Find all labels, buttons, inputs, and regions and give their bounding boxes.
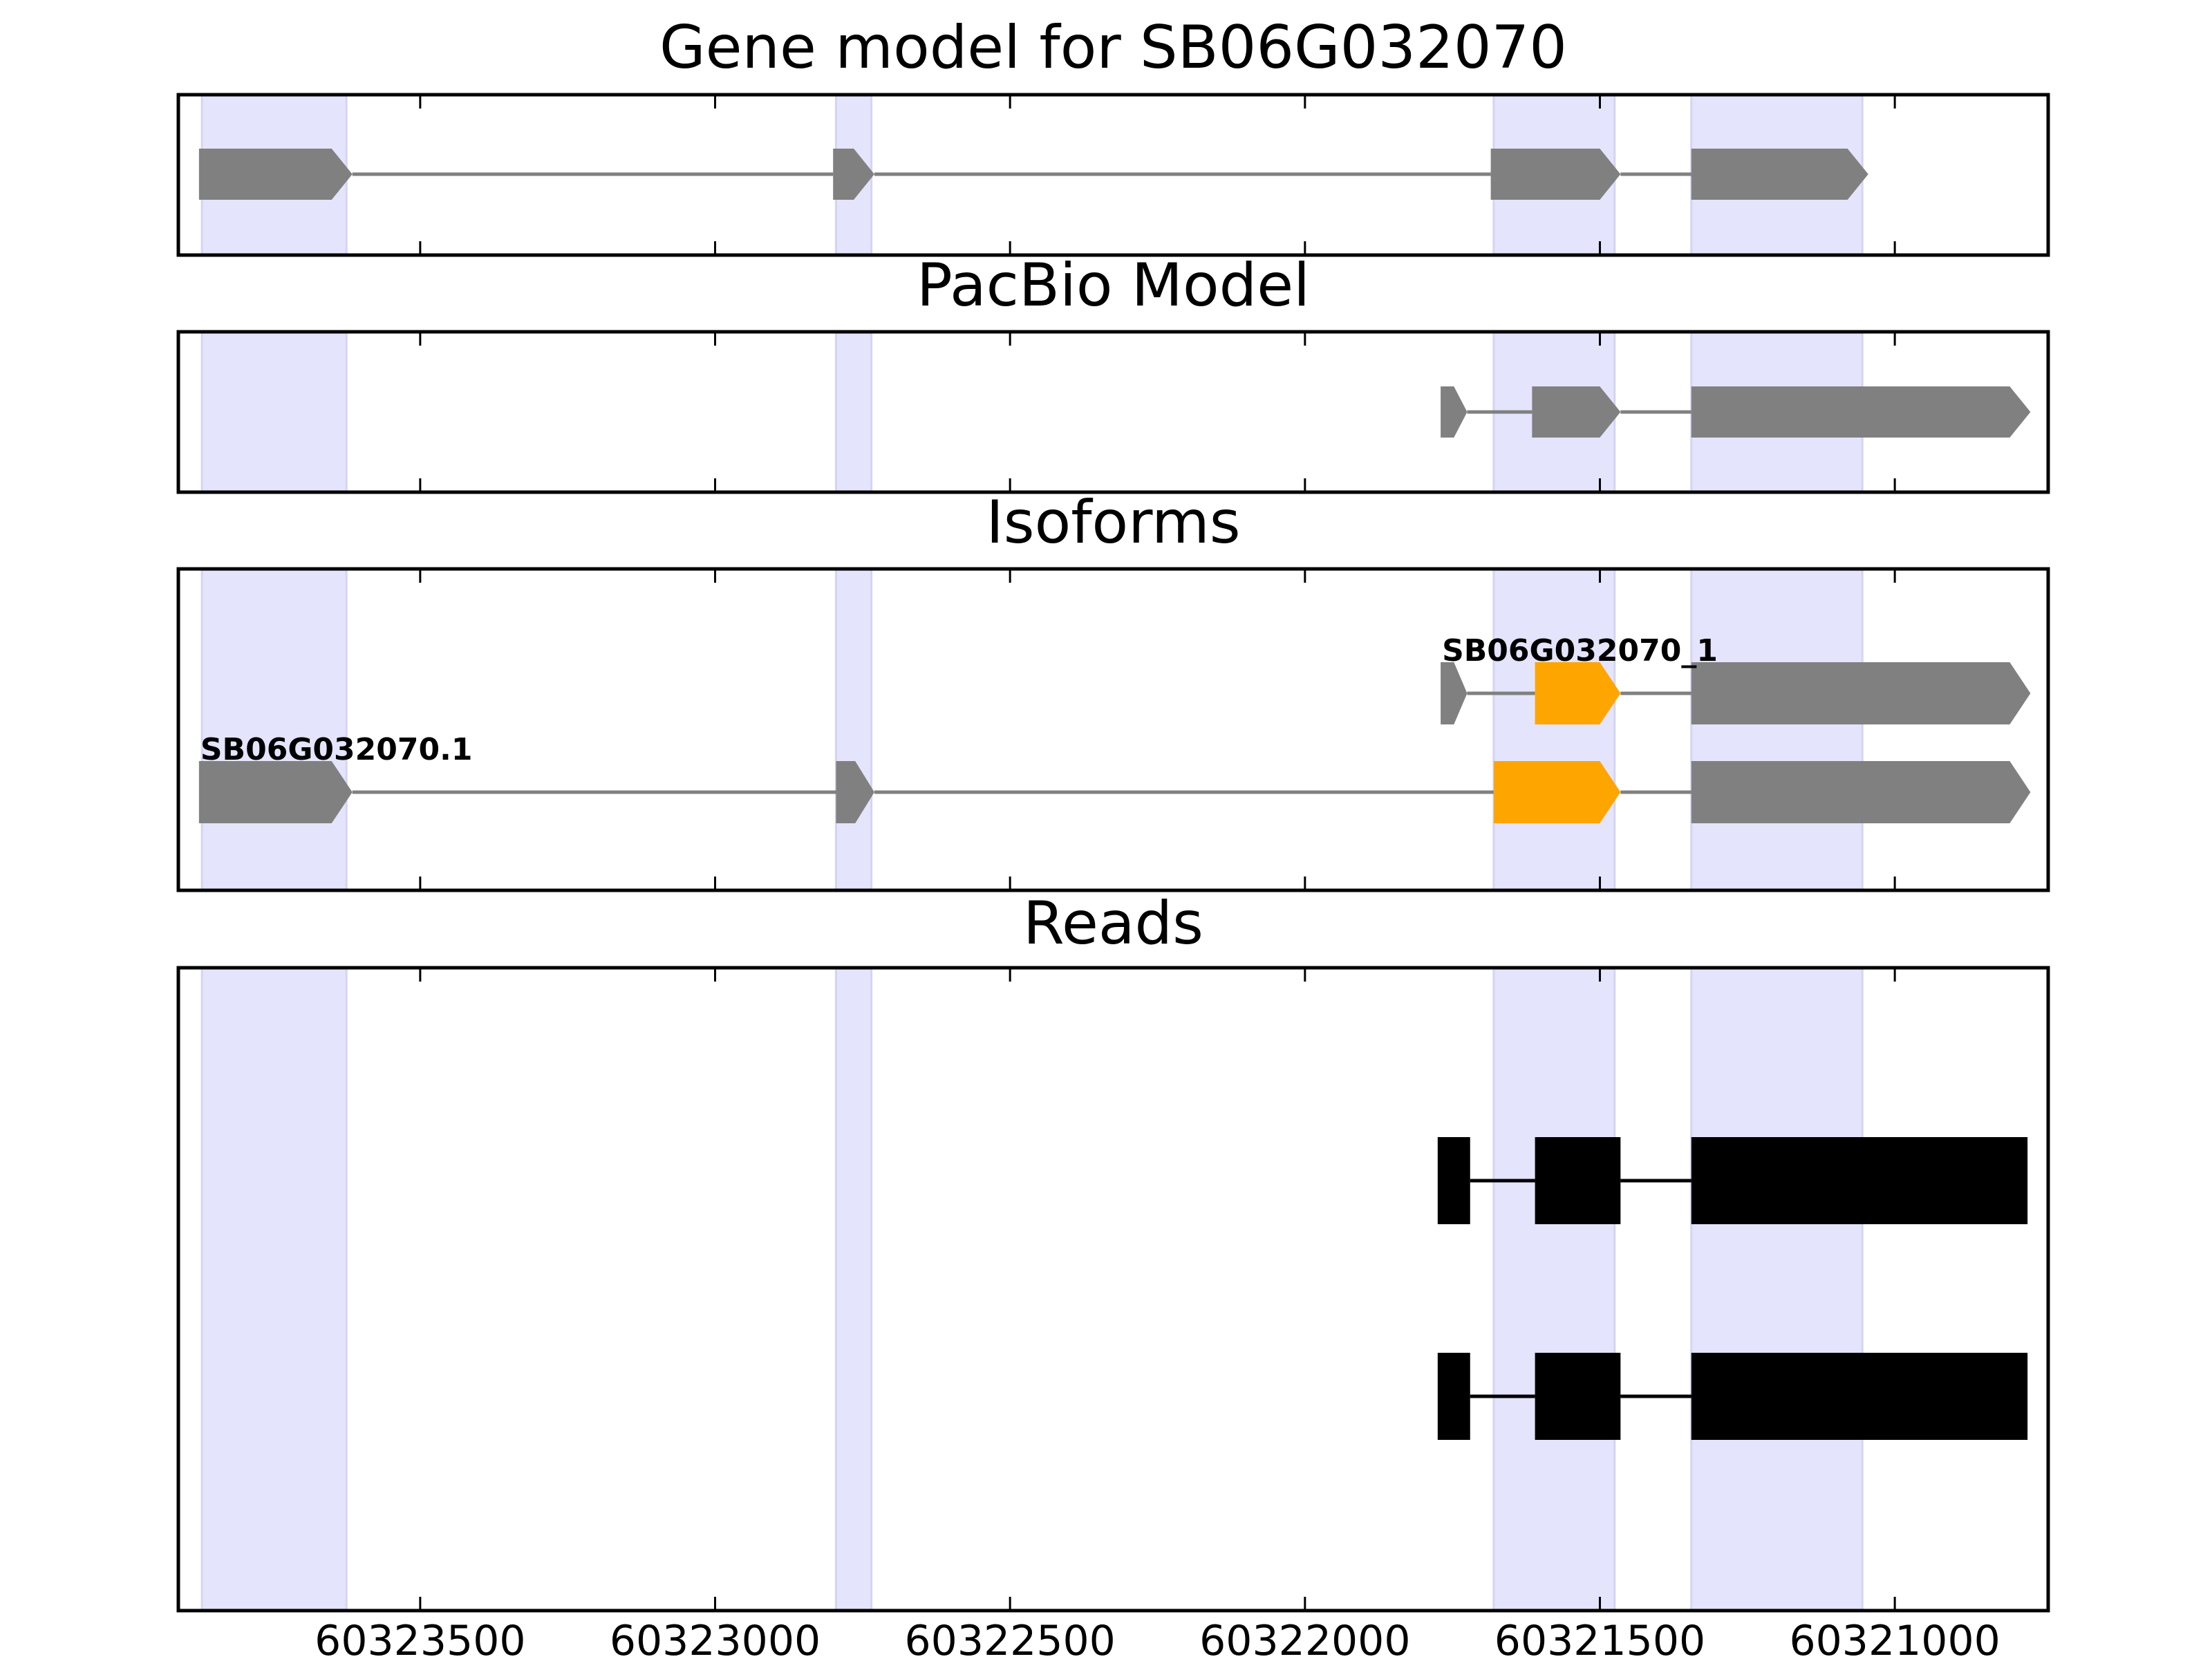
exon-band <box>834 966 873 1612</box>
exon-block <box>1437 1353 1470 1440</box>
exon-arrow <box>1691 662 2031 724</box>
panel: PacBio Model <box>176 251 2050 494</box>
exon-band <box>1492 966 1616 1612</box>
exon-arrow <box>1490 149 1621 200</box>
feature-row <box>1441 386 2031 438</box>
exon-block <box>1535 1353 1621 1440</box>
tick-label: 60322000 <box>1199 1617 1410 1659</box>
exon-block <box>1691 1353 2028 1440</box>
tick-label: 60323500 <box>315 1617 525 1659</box>
x-axis: 60323500 60323000 60322500 60322000 60321500… <box>315 1617 2000 1659</box>
exon-band <box>834 330 873 494</box>
exon-arrow <box>833 149 874 200</box>
exon-band <box>200 966 348 1612</box>
feature-row <box>1437 1353 2028 1440</box>
exon-arrow <box>1441 662 1468 724</box>
feature-row: SB06G032070.1 <box>198 732 2031 823</box>
panel-title: Gene model for SB06G032070 <box>659 13 1567 82</box>
exon-arrow <box>1691 386 2031 438</box>
exon-band <box>1690 966 1864 1612</box>
exon-band <box>1690 568 1864 892</box>
tick-label: 60323000 <box>610 1617 821 1659</box>
panel: Gene model for SB06G032070 <box>176 13 2050 257</box>
panel-frame <box>176 567 2050 892</box>
tick-label: 60321500 <box>1494 1617 1705 1659</box>
feature-row <box>198 149 1868 200</box>
exon-block <box>1691 1137 2028 1224</box>
exon-block <box>1437 1137 1470 1224</box>
isoform-label: SB06G032070.1 <box>200 732 473 767</box>
panel: Isoforms SB06G032070_1 SB06G032070.1 <box>176 488 2050 892</box>
tick-label: 60322500 <box>904 1617 1115 1659</box>
exon-band <box>834 568 873 892</box>
exon-arrow <box>1441 386 1468 438</box>
isoform-label: SB06G032070_1 <box>1442 633 1718 668</box>
exon-arrow <box>1532 386 1621 438</box>
panel: Reads <box>176 889 2050 1613</box>
panel-frame <box>176 330 2050 494</box>
exon-arrow <box>198 149 353 200</box>
exon-band <box>1492 568 1616 892</box>
exon-block <box>1535 1137 1621 1224</box>
panels-layer: Gene model for SB06G032070 PacBio Model Is… <box>176 13 2050 1613</box>
panel-title: PacBio Model <box>917 251 1310 320</box>
tick-label: 60321000 <box>1789 1617 2000 1659</box>
exon-arrow <box>1691 149 1868 200</box>
panel-title: Reads <box>1023 889 1203 958</box>
feature-row: SB06G032070_1 <box>1441 633 2031 724</box>
panel-title: Isoforms <box>986 488 1240 557</box>
exon-arrow <box>1493 761 1621 823</box>
feature-row <box>1437 1137 2028 1224</box>
exon-band <box>200 330 348 494</box>
panel-frame <box>176 966 2050 1613</box>
exon-band <box>200 568 348 892</box>
exon-arrow <box>1535 662 1621 724</box>
exon-arrow <box>1691 761 2031 823</box>
exon-arrow <box>836 761 874 823</box>
exon-arrow <box>198 761 353 823</box>
panel-frame <box>176 93 2050 257</box>
